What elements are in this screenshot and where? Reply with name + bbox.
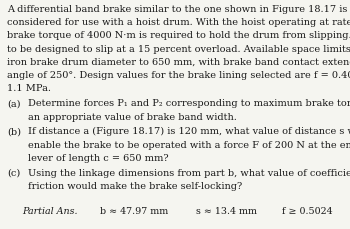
Text: (b): (b): [7, 127, 21, 136]
Text: A differential band brake similar to the one shown in Figure 18.17 is being: A differential band brake similar to the…: [7, 5, 350, 14]
Text: lever of length c = 650 mm?: lever of length c = 650 mm?: [28, 153, 169, 162]
Text: Partial Ans.: Partial Ans.: [22, 206, 77, 215]
Text: Determine forces P₁ and P₂ corresponding to maximum brake torque and select: Determine forces P₁ and P₂ corresponding…: [28, 99, 350, 108]
Text: If distance a (Figure 18.17) is 120 mm, what value of distance s would: If distance a (Figure 18.17) is 120 mm, …: [28, 127, 350, 136]
Text: brake torque of 4000 N·m is required to hold the drum from slipping. The brake i: brake torque of 4000 N·m is required to …: [7, 31, 350, 40]
Text: friction would make the brake self-locking?: friction would make the brake self-locki…: [28, 181, 242, 190]
Text: an appropriate value of brake band width.: an appropriate value of brake band width…: [28, 112, 237, 121]
Text: f ≥ 0.5024: f ≥ 0.5024: [282, 206, 332, 215]
Text: (c): (c): [7, 168, 20, 177]
Text: considered for use with a hoist drum. With the hoist operating at rated load, a: considered for use with a hoist drum. Wi…: [7, 18, 350, 27]
Text: 1.1 MPa.: 1.1 MPa.: [7, 84, 51, 93]
Text: (a): (a): [7, 99, 21, 108]
Text: b ≈ 47.97 mm: b ≈ 47.97 mm: [100, 206, 168, 215]
Text: to be designed to slip at a 15 percent overload. Available space limits the cast: to be designed to slip at a 15 percent o…: [7, 44, 350, 53]
Text: s ≈ 13.4 mm: s ≈ 13.4 mm: [196, 206, 257, 215]
Text: angle of 250°. Design values for the brake lining selected are f = 0.40, pₘₐˣ =: angle of 250°. Design values for the bra…: [7, 71, 350, 80]
Text: iron brake drum diameter to 650 mm, with brake band contact extending over an: iron brake drum diameter to 650 mm, with…: [7, 57, 350, 66]
Text: Using the linkage dimensions from part b, what value of coefficient of: Using the linkage dimensions from part b…: [28, 168, 350, 177]
Text: enable the brake to be operated with a force F of 200 N at the end of a: enable the brake to be operated with a f…: [28, 140, 350, 149]
